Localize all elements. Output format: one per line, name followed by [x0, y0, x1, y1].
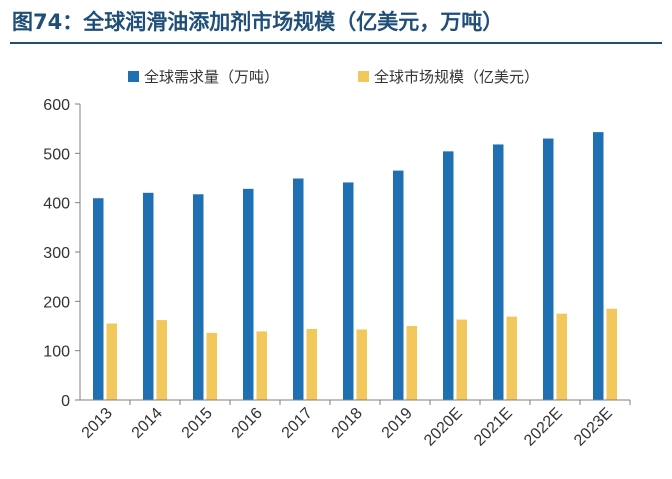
bar-market-2022E: [556, 313, 567, 400]
bar-demand-2014: [143, 192, 154, 400]
bar-demand-2023E: [593, 132, 604, 400]
bar-market-2016: [256, 331, 267, 400]
legend-label-demand: 全球需求量（万吨）: [144, 68, 279, 86]
x-tick-label: 2019: [379, 405, 416, 442]
bar-market-2017: [306, 328, 317, 400]
x-tick-label: 2017: [279, 405, 316, 442]
x-tick-label: 2013: [79, 405, 116, 442]
bar-market-2019: [406, 326, 417, 400]
y-tick-label: 300: [43, 245, 70, 262]
bar-market-2014: [156, 320, 167, 400]
legend-label-market: 全球市场规模（亿美元）: [374, 68, 539, 86]
axes: 0 100 200 300 400 500 600 2013 2014 2015 2016 2017 2…: [43, 97, 631, 450]
bar-market-2020E: [456, 319, 467, 400]
y-tick-label: 600: [43, 97, 70, 114]
legend-swatch-market: [358, 71, 369, 82]
bar-demand-2021E: [493, 144, 504, 400]
bar-market-2021E: [506, 316, 517, 400]
page-title: 图74：全球润滑油添加剂市场规模（亿美元，万吨）: [12, 10, 504, 34]
title-divider: [10, 42, 662, 44]
bar-market-2015: [206, 332, 217, 400]
y-tick-label: 200: [43, 294, 70, 311]
x-tick-label: 2018: [329, 405, 366, 442]
bar-demand-2016: [243, 188, 254, 400]
y-tick-label: 100: [43, 344, 70, 361]
x-tick-label: 2022E: [521, 405, 566, 450]
x-tick-label: 2016: [229, 405, 266, 442]
bar-demand-2022E: [543, 138, 554, 401]
y-tick-label: 500: [43, 146, 70, 163]
bar-market-2013: [106, 323, 117, 400]
y-tick-label: 0: [61, 393, 70, 410]
x-tick-label: 2015: [179, 405, 216, 442]
bar-demand-2019: [393, 170, 404, 400]
bar-demand-2018: [343, 182, 354, 400]
bar-demand-2013: [93, 198, 104, 400]
bar-demand-2017: [293, 178, 304, 400]
legend-swatch-demand: [128, 71, 139, 82]
bar-market-2018: [356, 329, 367, 400]
y-tick-label: 400: [43, 196, 70, 213]
x-tick-label: 2014: [129, 405, 166, 442]
x-tick-label: 2020E: [421, 405, 466, 450]
x-tick-label: 2023E: [571, 405, 616, 450]
x-tick-label: 2021E: [471, 405, 516, 450]
bar-group: [93, 132, 617, 401]
legend: 全球需求量（万吨） 全球市场规模（亿美元）: [128, 68, 539, 86]
bar-demand-2020E: [443, 151, 454, 400]
bar-market-2023E: [606, 308, 617, 400]
bar-demand-2015: [193, 194, 204, 400]
